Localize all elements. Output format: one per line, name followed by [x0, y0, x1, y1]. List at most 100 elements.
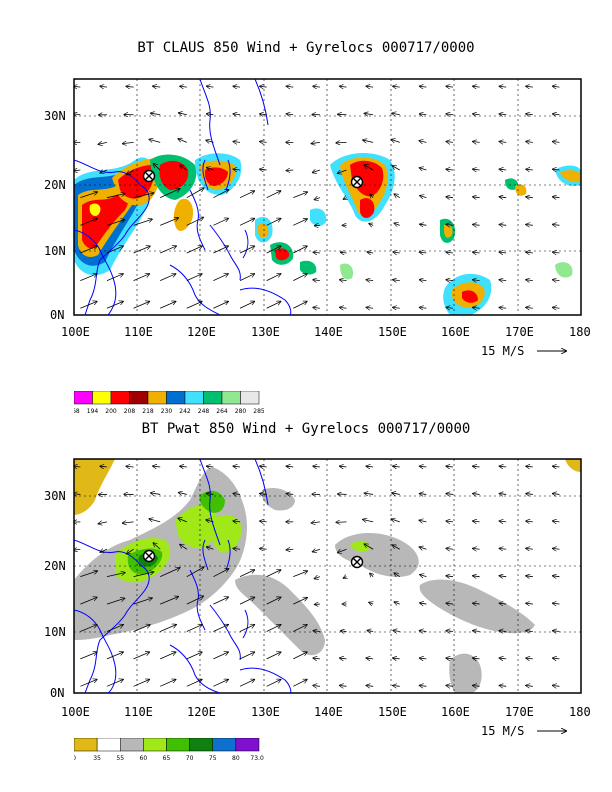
wind-vector — [336, 522, 347, 523]
wind-vector — [526, 494, 533, 495]
wind-vector — [233, 521, 241, 522]
x-tick-label: 150E — [378, 325, 407, 339]
wind-vector — [239, 219, 254, 226]
wind-vector — [499, 307, 507, 308]
wind-vector — [186, 680, 202, 687]
wind-vector — [526, 548, 533, 549]
wind-vector — [149, 519, 161, 523]
wind-vector — [213, 274, 228, 281]
colorbar-label: 55 — [116, 755, 124, 762]
wind-vector — [473, 603, 480, 604]
wind-vector — [186, 625, 202, 632]
wind-vector — [207, 86, 214, 87]
wind-vector — [526, 603, 533, 604]
x-tick-label: 170E — [505, 705, 534, 719]
wind-vector — [213, 597, 228, 605]
colorbar-label: 60 — [140, 755, 148, 762]
wind-vector — [186, 301, 202, 309]
wind-vector — [553, 86, 560, 87]
wind-vector — [364, 493, 374, 494]
wind-vector — [293, 598, 307, 605]
wind-vector — [207, 168, 214, 171]
wind-vector — [74, 494, 81, 495]
colorbar-swatch — [110, 391, 130, 405]
gyre-marker — [350, 555, 364, 569]
wind-vector — [286, 86, 294, 87]
wind-vector — [553, 224, 560, 225]
wind-vector — [186, 274, 202, 281]
wind-vector — [419, 141, 427, 143]
wind-vector — [260, 521, 267, 522]
wind-vector — [106, 194, 125, 199]
wind-vector — [526, 280, 533, 281]
wind-vector — [160, 246, 176, 254]
wind-vector — [553, 114, 560, 115]
wind-vector — [553, 466, 560, 467]
wind-vector — [186, 652, 202, 660]
colorbar-swatch — [212, 738, 237, 752]
wind-vector — [293, 301, 307, 309]
colorbar-label: 35 — [93, 755, 101, 762]
wind-vector — [293, 192, 307, 199]
wind-vector — [100, 549, 108, 552]
y-tick-label: 20N — [44, 559, 66, 573]
wind-vector — [74, 86, 81, 87]
panel-2-frame — [73, 458, 582, 694]
wind-vector — [293, 219, 307, 226]
wind-vector — [133, 572, 154, 578]
wind-vector — [80, 219, 97, 226]
wind-vector — [80, 192, 97, 199]
wind-vector — [419, 520, 427, 522]
wind-vector — [392, 166, 400, 171]
wind-vector — [233, 169, 241, 170]
wind-vector — [293, 680, 307, 687]
wind-vector — [499, 252, 507, 253]
wind-vector — [149, 139, 161, 143]
wind-vector — [392, 493, 400, 494]
wind-vector — [446, 224, 454, 225]
wind-vector — [80, 680, 96, 687]
wind-vector — [393, 86, 400, 87]
wind-vector — [499, 86, 507, 87]
wind-vector — [340, 86, 347, 87]
wind-vector — [340, 658, 347, 659]
wind-vector — [363, 520, 374, 522]
wind-vector — [106, 246, 123, 254]
wind-vector — [499, 548, 507, 549]
wind-vector — [553, 521, 560, 522]
wind-vector — [180, 545, 188, 550]
wind-vector — [239, 597, 254, 605]
colorbar-swatch — [92, 391, 112, 405]
x-tick-label: 160E — [441, 705, 470, 719]
wind-vector — [394, 194, 400, 198]
wind-vector — [126, 466, 134, 467]
wind-vector — [160, 189, 180, 199]
wind-vector — [160, 597, 178, 605]
wind-vector — [366, 280, 374, 281]
panel-2-wind-vectors — [74, 466, 560, 687]
wind-vector — [553, 685, 560, 686]
wind-vector — [526, 252, 533, 253]
wind-vector — [473, 685, 480, 686]
wind-vector — [473, 86, 480, 87]
wind-vector — [446, 521, 454, 522]
wind-vector — [213, 652, 228, 660]
gyre-marker — [350, 175, 364, 189]
wind-vector — [180, 86, 187, 87]
wind-vector — [313, 466, 320, 467]
colorbar-label: 280 — [235, 408, 247, 415]
wind-vector — [553, 603, 560, 604]
wind-vector — [499, 603, 507, 604]
wind-vector — [213, 218, 228, 226]
wind-vector — [180, 466, 187, 467]
wind-vector — [420, 658, 427, 659]
wind-vector — [293, 625, 307, 632]
wind-vector — [179, 493, 187, 495]
wind-vector — [133, 274, 150, 281]
colorbar-label: 75 — [209, 755, 217, 762]
wind-vector — [313, 280, 320, 281]
wind-vector — [74, 549, 81, 550]
wind-vector — [133, 219, 152, 226]
wind-vector — [80, 625, 96, 632]
wind-vector — [80, 274, 96, 281]
